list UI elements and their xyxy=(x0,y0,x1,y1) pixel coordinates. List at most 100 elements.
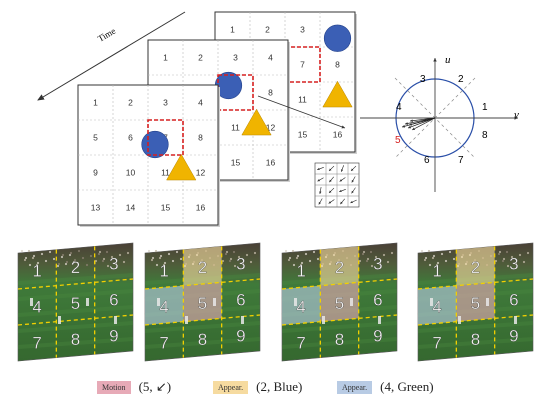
grid-number: 8 xyxy=(198,133,203,143)
flow-arrow xyxy=(340,198,345,205)
direction-5: 5 xyxy=(395,135,401,146)
grid-number: 3 xyxy=(163,98,168,108)
flow-arrow xyxy=(350,199,357,204)
field-grid-number: 8 xyxy=(198,330,207,349)
flow-arrow xyxy=(339,189,346,193)
soccer-panel-1: 1 2 3 4 5 6 7 8 9 xyxy=(17,242,134,362)
grid-number: 8 xyxy=(268,88,273,98)
grid-number: 1 xyxy=(93,98,98,108)
field-grid-number: 4 xyxy=(159,297,168,316)
flow-arrow xyxy=(329,176,334,183)
flow-arrow xyxy=(350,165,357,172)
field-grid-number: 3 xyxy=(236,255,245,274)
flow-vectors xyxy=(401,117,436,131)
flow-arrow xyxy=(339,177,346,182)
grid-line xyxy=(144,278,261,290)
soccer-panel-3: 1 2 3 4 5 6 7 8 9 xyxy=(281,242,398,362)
yellow-triangle xyxy=(166,153,197,181)
field-grid-number: 1 xyxy=(32,261,41,280)
grid-number: 3 xyxy=(300,25,305,35)
blue-circle xyxy=(141,130,169,159)
grid-number: 15 xyxy=(161,203,171,213)
field-grid-number: 7 xyxy=(32,333,41,352)
flow-arrow xyxy=(351,187,356,194)
highlighted-cell xyxy=(145,285,184,325)
direction-7: 7 xyxy=(458,155,464,166)
grid-number: 14 xyxy=(126,203,136,213)
field-grid-number: 3 xyxy=(109,255,118,274)
soccer-panel-2: 1 2 3 4 5 6 7 8 9 xyxy=(144,242,261,362)
field-grid-number: 5 xyxy=(198,294,207,313)
axis-u-label: u xyxy=(445,54,451,66)
highlighted-cell xyxy=(282,285,321,325)
highlight-box xyxy=(147,119,184,156)
grid-number: 7 xyxy=(300,60,305,70)
grid-number: 12 xyxy=(266,123,276,133)
direction-compass: u v 1 2 3 4 5 6 7 8 xyxy=(360,54,519,192)
field-grid-number: 6 xyxy=(509,291,518,310)
grid-line xyxy=(417,314,534,326)
field-grid-number: 1 xyxy=(296,261,305,280)
field-grid-number: 9 xyxy=(373,327,382,346)
motion-arrow xyxy=(257,95,346,129)
field-grid-number: 9 xyxy=(109,327,118,346)
highlighted-cell xyxy=(183,246,222,286)
field-grid-number: 8 xyxy=(71,330,80,349)
grid-line xyxy=(17,278,134,290)
grid-number: 9 xyxy=(93,168,98,178)
time-label: Time xyxy=(96,26,117,44)
field-grid-number: 1 xyxy=(159,261,168,280)
optical-flow-grid xyxy=(314,162,360,208)
appear-blue-swatch: Appear. xyxy=(337,380,373,394)
legend-appear-blue-text: (4, Green) xyxy=(380,379,434,394)
appear-yellow-swatch: Appear. xyxy=(213,380,249,394)
highlighted-cell xyxy=(320,282,359,322)
field-grid-number: 3 xyxy=(509,255,518,274)
flow-vector xyxy=(407,117,436,129)
time-arrow xyxy=(37,11,186,101)
grid-number: 16 xyxy=(266,158,276,168)
grid-number: 2 xyxy=(128,98,133,108)
flow-arrow xyxy=(328,199,335,204)
flow-vector xyxy=(411,117,436,131)
grid-line xyxy=(17,314,134,326)
grid-number: 12 xyxy=(196,168,206,178)
flow-arrow xyxy=(317,167,324,171)
field-grid-number: 8 xyxy=(471,330,480,349)
flow-arrow xyxy=(328,165,335,172)
field-grid-number: 9 xyxy=(509,327,518,346)
legend-motion: Motion (5, ↙) xyxy=(97,376,171,398)
grid-line xyxy=(144,314,261,326)
flow-arrow xyxy=(340,165,344,172)
highlighted-cell xyxy=(456,246,495,286)
field-grid-number: 7 xyxy=(432,333,441,352)
field-grid-number: 2 xyxy=(71,258,80,277)
legend-appear-blue: Appear. (4, Green) xyxy=(337,376,434,398)
grid-number: 13 xyxy=(91,203,101,213)
direction-1: 1 xyxy=(482,102,488,113)
highlighted-cell xyxy=(456,282,495,322)
flow-arrow xyxy=(319,187,322,194)
direction-4: 4 xyxy=(396,102,402,113)
axis-v-label: v xyxy=(514,109,519,121)
flow-vector xyxy=(409,117,436,123)
legend-appear-yellow-text: (2, Blue) xyxy=(256,379,303,394)
field-grid-number: 5 xyxy=(71,294,80,313)
field-grid-number: 5 xyxy=(335,294,344,313)
grid-line xyxy=(417,278,534,290)
motion-swatch: Motion xyxy=(97,380,131,394)
field-grid-number: 6 xyxy=(236,291,245,310)
field-grid-number: 3 xyxy=(373,255,382,274)
field-grid-number: 6 xyxy=(109,291,118,310)
field-grid-number: 6 xyxy=(373,291,382,310)
highlighted-cell xyxy=(183,282,222,322)
flow-arrow xyxy=(318,198,323,205)
direction-6: 6 xyxy=(424,155,430,166)
highlighted-cell xyxy=(320,246,359,286)
field-grid-number: 2 xyxy=(471,258,480,277)
grid-number: 6 xyxy=(128,133,133,143)
direction-2: 2 xyxy=(458,74,464,85)
field-grid-number: 4 xyxy=(432,297,441,316)
grid-number: 8 xyxy=(335,60,340,70)
